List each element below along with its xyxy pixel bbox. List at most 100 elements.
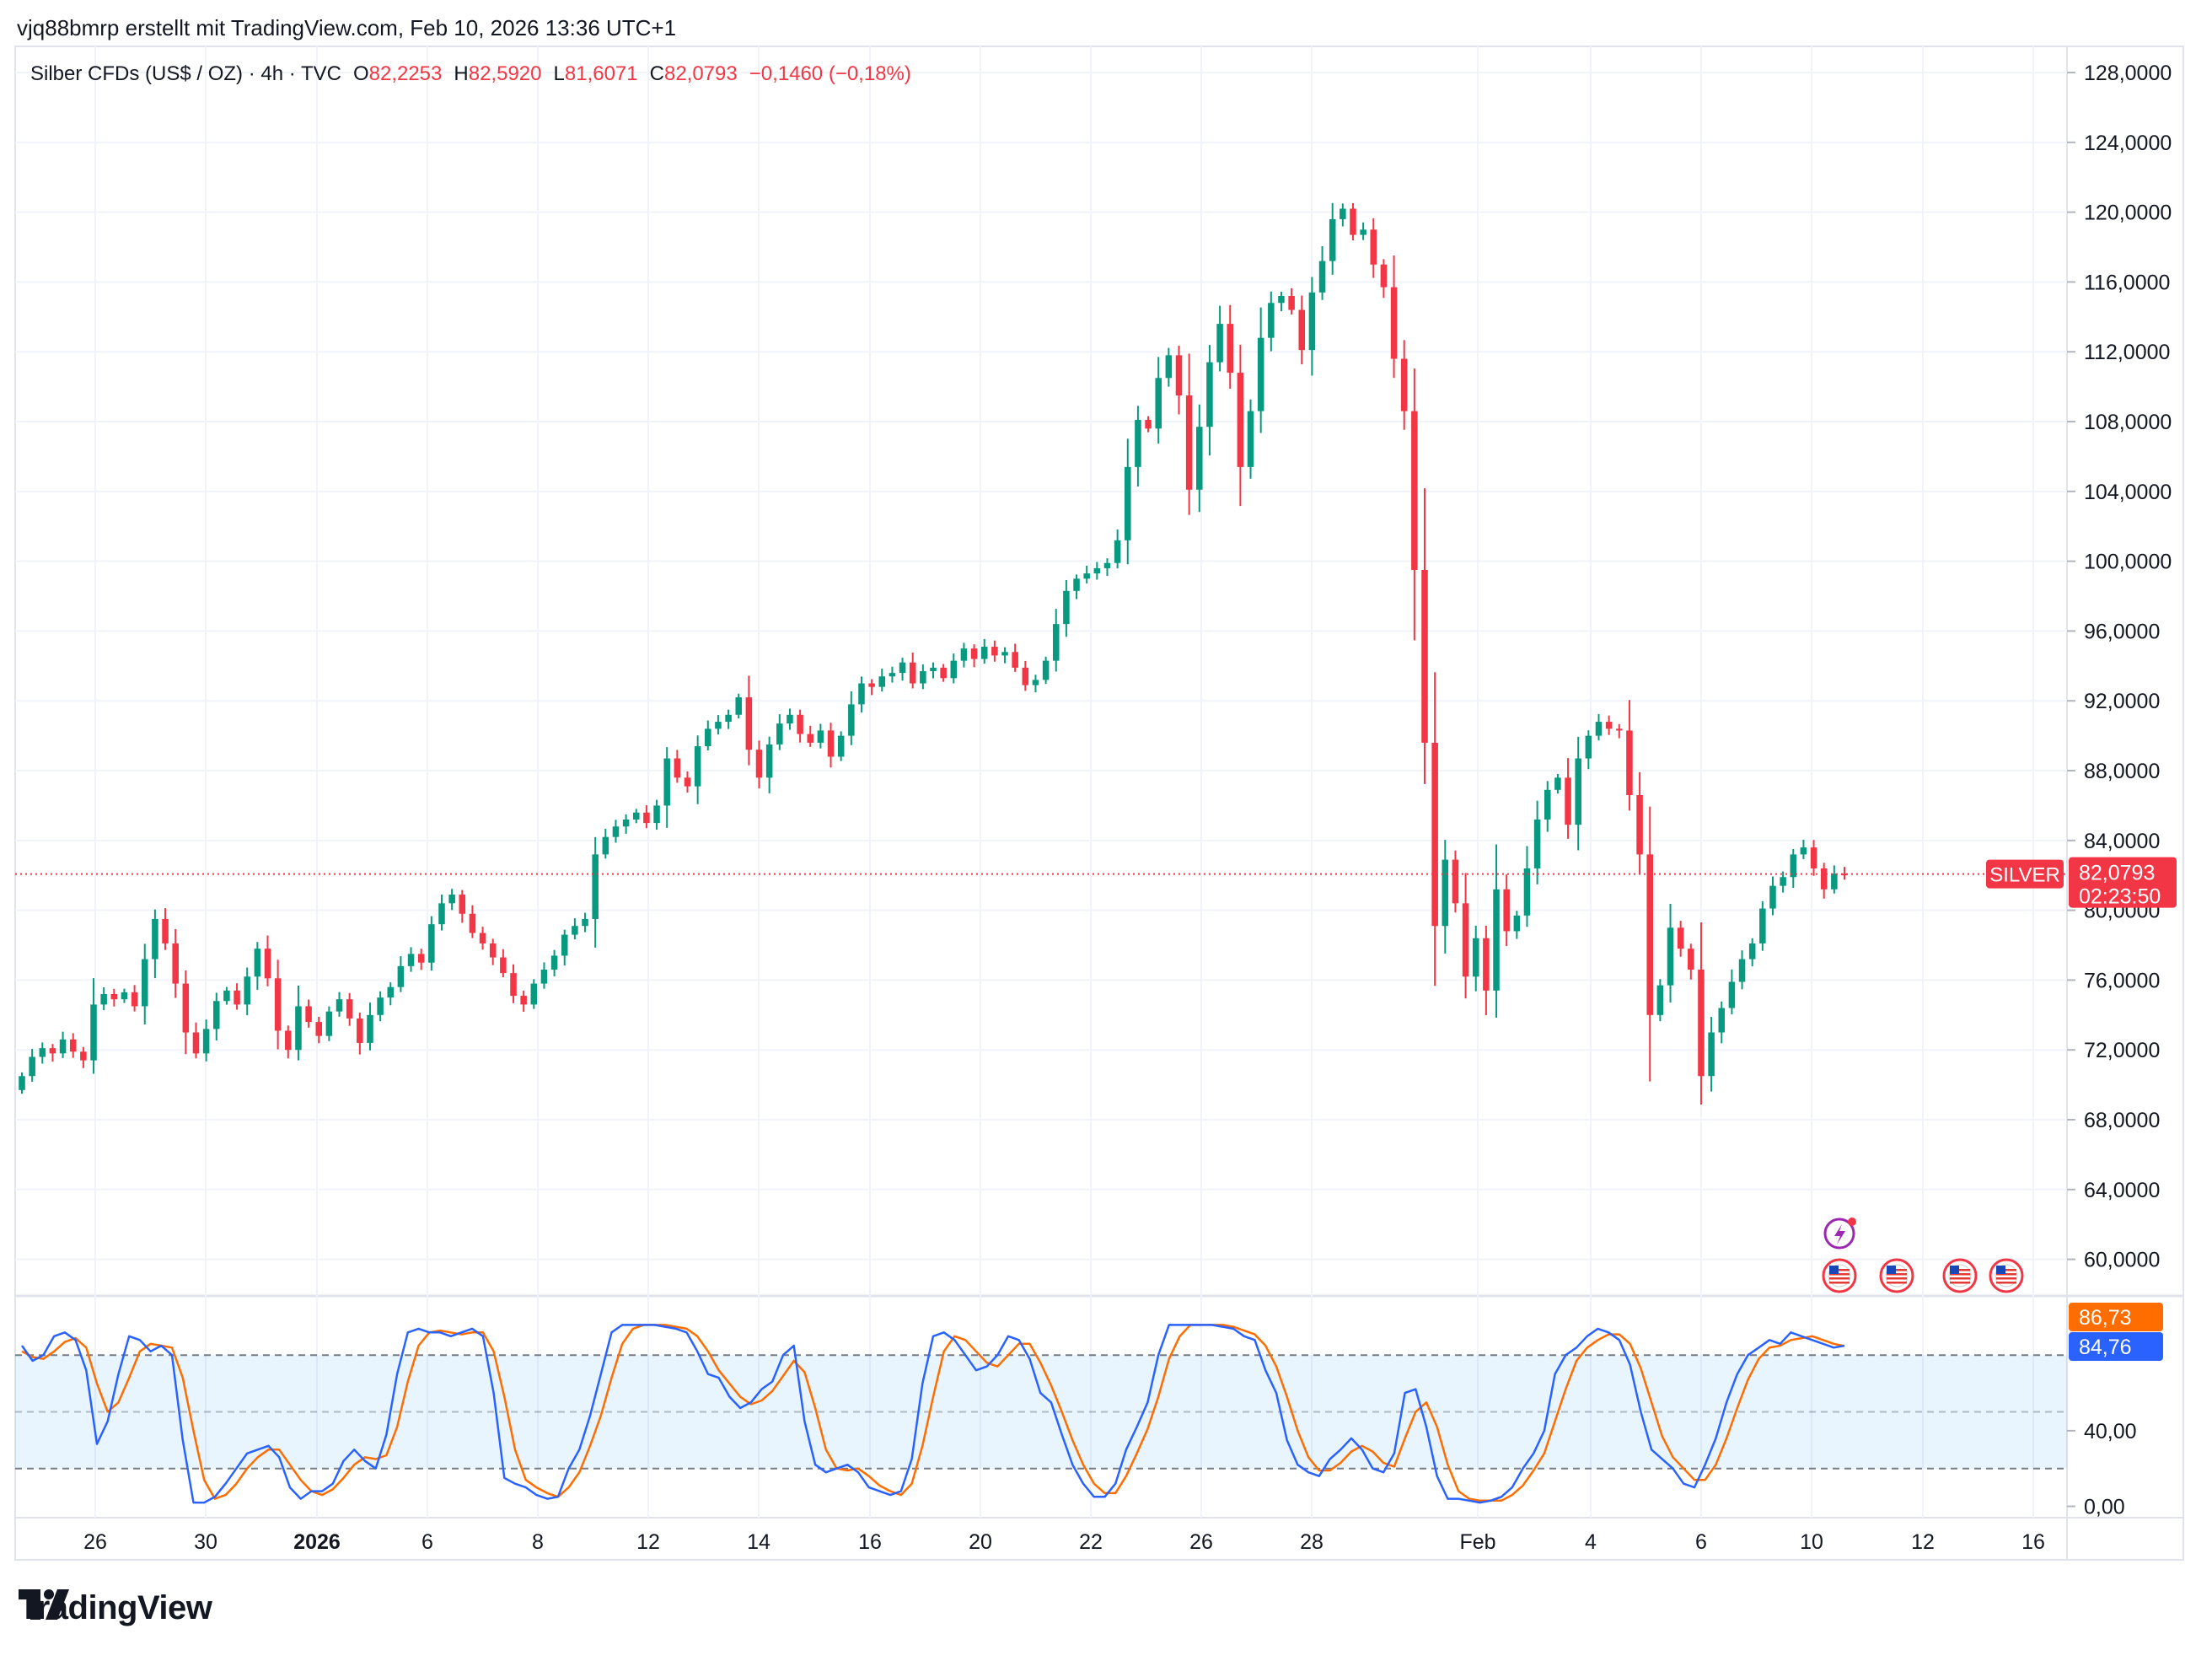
candle — [1063, 579, 1070, 637]
chart-svg[interactable]: 128,0000 124,0000 120,0000 116,0000 112,0000… — [0, 0, 2212, 1568]
candle — [1595, 713, 1603, 741]
ohlc-legend[interactable]: Silber CFDs (US$ / OZ) · 4h · TVC O82,22… — [30, 62, 911, 86]
candle-body — [1257, 337, 1264, 411]
candle — [223, 986, 230, 1005]
candle — [397, 956, 405, 992]
candle — [1503, 874, 1510, 947]
candle — [336, 992, 343, 1017]
candle — [1125, 438, 1131, 565]
candle — [172, 929, 179, 998]
candle-body — [1001, 652, 1008, 656]
candle-body — [49, 1048, 56, 1054]
chart-frame[interactable]: 128,0000 124,0000 120,0000 116,0000 112,0000… — [0, 0, 2212, 1568]
candle-body — [787, 714, 793, 724]
tradingview-logo-icon — [19, 1589, 69, 1620]
candle — [1810, 840, 1817, 876]
candle-body — [1738, 959, 1746, 982]
candle — [950, 653, 958, 684]
candle-body — [602, 836, 609, 855]
candle-body — [1759, 908, 1766, 943]
candle — [1227, 304, 1234, 390]
candle-body — [510, 973, 517, 997]
candle — [1452, 850, 1459, 913]
candle — [213, 992, 220, 1041]
lightning-icon-bolt — [1834, 1224, 1845, 1244]
candle-body — [1728, 981, 1736, 1008]
candle-body — [1841, 874, 1848, 876]
candle-body — [1483, 938, 1490, 991]
candle-body — [397, 965, 405, 987]
candle-body — [899, 662, 906, 674]
candle — [1667, 904, 1674, 1003]
x-tick-label: 12 — [636, 1530, 660, 1554]
candle — [1001, 647, 1008, 664]
candle — [1698, 922, 1705, 1105]
flag-stripe — [1950, 1282, 1970, 1284]
x-tick-label: 26 — [1189, 1530, 1213, 1554]
candle — [1544, 781, 1551, 832]
flag-stripe — [1887, 1277, 1907, 1280]
candle-body — [653, 805, 660, 824]
candle-body — [479, 933, 486, 943]
y-tick-label: 96,0000 — [2084, 620, 2160, 643]
candle — [776, 714, 783, 750]
symbol-tag: SILVER — [1989, 864, 2060, 887]
candle-body — [920, 671, 926, 684]
y-tick-label: 128,0000 — [2084, 62, 2172, 85]
legend-symbol[interactable]: Silber CFDs (US$ / OZ) · 4h · TVC — [30, 62, 341, 85]
candle — [1523, 846, 1531, 927]
y-tick-label: 124,0000 — [2084, 132, 2172, 155]
tradingview-logo[interactable]: TradingView — [19, 1589, 212, 1627]
candle — [1145, 416, 1152, 433]
candle-body — [1032, 680, 1039, 685]
x-tick-label: 22 — [1079, 1530, 1103, 1554]
us-flag-event-icon — [1942, 1258, 1978, 1293]
candle — [80, 1046, 87, 1068]
candle — [1052, 609, 1060, 672]
candle-body — [274, 978, 282, 1031]
candle — [367, 1003, 373, 1051]
candle — [674, 750, 681, 783]
x-tick-label: 26 — [83, 1530, 107, 1554]
candle — [1155, 357, 1162, 444]
osc-d-tag-bg — [2069, 1303, 2163, 1331]
candle-body — [121, 992, 128, 1000]
candle — [438, 895, 445, 931]
candle — [787, 708, 793, 730]
candle-body — [110, 993, 118, 1000]
candle — [745, 675, 753, 766]
candle — [684, 771, 691, 793]
candle — [141, 943, 148, 1024]
flag-stripe — [1950, 1277, 1970, 1280]
candle — [1800, 839, 1807, 859]
price-tag-value: 82,0793 — [2079, 862, 2155, 885]
candle-body — [827, 730, 835, 757]
candle-body — [1769, 885, 1776, 909]
candle-body — [59, 1039, 67, 1054]
candle-body — [1093, 567, 1101, 574]
candle — [868, 679, 875, 696]
candle — [417, 949, 425, 970]
candle — [715, 715, 722, 735]
y-tick-label: 112,0000 — [2084, 341, 2170, 364]
candle-body — [550, 955, 558, 970]
candle-body — [315, 1022, 323, 1036]
y-tick-label: 60,0000 — [2084, 1249, 2160, 1272]
candle-body — [1575, 758, 1581, 825]
candle-body — [295, 1006, 302, 1051]
candle — [500, 949, 507, 978]
candle-body — [131, 992, 138, 1007]
candle-body — [1278, 296, 1285, 304]
candle — [182, 970, 190, 1055]
candle-body — [152, 918, 158, 960]
candle — [1493, 844, 1500, 1019]
candle-body — [202, 1029, 210, 1054]
candle — [1073, 574, 1080, 599]
candle-body — [520, 996, 527, 1005]
candle-body — [1063, 590, 1070, 625]
candle — [1626, 700, 1633, 811]
candle — [582, 912, 588, 933]
candle — [572, 918, 578, 940]
candle-body — [755, 750, 763, 778]
